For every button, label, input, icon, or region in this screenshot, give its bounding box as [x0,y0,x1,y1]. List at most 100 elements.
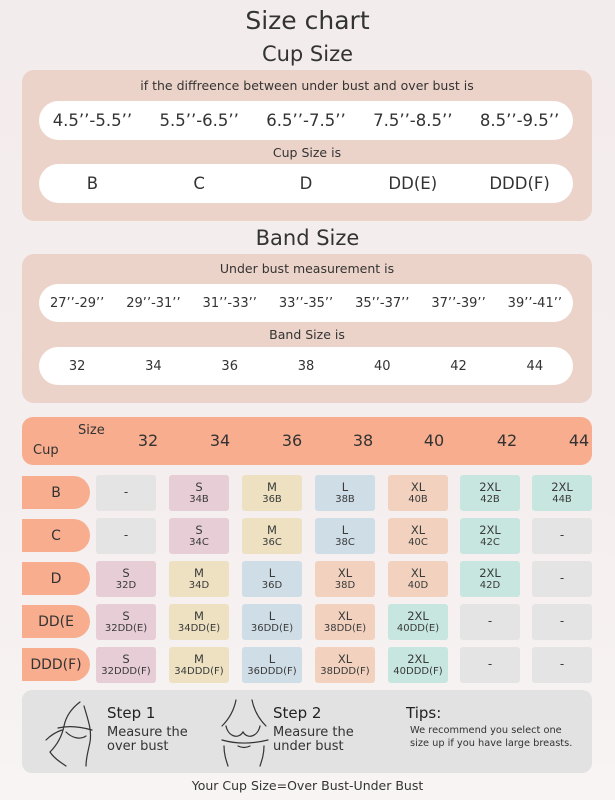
size-code: 34C [189,536,209,548]
size-code: 42D [479,579,501,591]
empty-size-cell: - [96,518,156,554]
size-letter: 2XL [551,479,573,494]
size-cell: S 32DDD(F) [96,647,156,683]
cup-value: DDD(F) [489,174,550,193]
size-letter: S [195,522,203,537]
row-label-4: DD(E [22,605,90,638]
size-code: 38B [335,493,355,505]
step2-line2: under bust [273,739,344,754]
size-letter: M [194,608,204,623]
column-header: 34 [209,431,231,450]
size-letter: XL [337,651,353,666]
size-letter: S [122,565,130,580]
size-code: 36DDD(F) [247,665,297,677]
size-cell: 2XL 44B [532,475,592,511]
size-cell: S 32D [96,561,156,597]
size-cell: S 32DD(E) [96,604,156,640]
size-cell: M 36C [242,518,302,554]
band-size-heading: Band Size [255,226,360,250]
size-letter: L [268,608,276,623]
size-code: 40C [408,536,428,548]
measurement-value: 27’’-29’’ [49,295,105,311]
band-size-caption: Band Size is [269,327,345,342]
header-size-label: Size [78,423,105,438]
size-letter: S [122,608,130,623]
size-letter: XL [410,565,426,580]
size-code: 36DD(E) [250,622,294,634]
size-cell: 2XL 42C [460,518,520,554]
difference-value: 4.5’’-5.5’’ [52,111,133,130]
cup-size-panel: if the diffreence between under bust and… [22,70,592,221]
cup-size-formula: Your Cup Size=Over Bust-Under Bust [191,778,424,793]
difference-values: 4.5’’-5.5’’ 5.5’’-6.5’’ 6.5’’-7.5’’ 7.5’… [39,101,573,140]
column-header: 36 [281,431,303,450]
over-bust-figure-icon [45,701,93,767]
size-code: 42C [480,536,500,548]
cup-size-values: B C D DD(E) DDD(F) [39,164,573,203]
size-cell: L 38B [315,475,375,511]
difference-value: 7.5’’-8.5’’ [373,111,453,130]
measurement-value: 35’’-37’’ [355,295,410,311]
size-cell: XL 40B [388,475,448,511]
size-cell: L 36D [242,561,302,597]
difference-value: 6.5’’-7.5’’ [266,111,346,130]
size-code: 40DDD(F) [393,665,443,677]
size-letter: XL [337,565,353,580]
band-value: 36 [221,358,238,374]
size-letter: 2XL [407,608,429,623]
measurement-value: 33’’-35’’ [278,295,334,311]
cup-size-heading: Cup Size [261,42,354,66]
size-cell: S 34B [169,475,229,511]
step1-line1: Measure the [107,725,188,740]
step1-line2: over bust [107,739,169,754]
measurement-value: 31’’-33’’ [202,295,257,311]
cup-value: DD(E) [388,174,438,193]
size-cell: XL 40C [388,518,448,554]
size-code: 34B [189,493,209,505]
size-letter: S [122,651,130,666]
empty-size-cell: - [532,561,592,597]
size-code: 32DD(E) [104,622,148,634]
size-cell: XL 38D [315,561,375,597]
size-letter: 2XL [479,565,501,580]
empty-size-cell: - [532,518,592,554]
size-cell: 2XL 42D [460,561,520,597]
difference-value: 5.5’’-6.5’’ [159,111,239,130]
size-table-header: Size Cup 32 34 36 38 40 42 44 [22,417,592,465]
empty-size-cell: - [460,604,520,640]
size-cell: M 34D [169,561,229,597]
size-code: 34D [188,579,210,591]
row-label-2: C [22,519,90,552]
measurement-values: 27’’-29’’ 29’’-31’’ 31’’-33’’ 33’’-35’’ … [39,284,573,322]
size-letter: 2XL [479,522,501,537]
size-letter: M [194,565,204,580]
column-header: 40 [423,431,445,450]
size-letter: M [267,479,277,494]
row-label-1: B [22,476,90,509]
empty-size-cell: - [460,647,520,683]
tips-line1: We recommend you select one [410,725,562,736]
size-code: 34DDD(F) [174,665,224,677]
size-code: 40D [407,579,429,591]
size-cell: XL 38DDD(F) [315,647,375,683]
size-letter: L [268,651,276,666]
measuring-guide: Step 1 Measure the over bust Step 2 Meas… [22,690,592,773]
size-code: 40B [408,493,428,505]
band-value: 44 [526,358,544,374]
empty-size-cell: - [96,475,156,511]
size-code: 38D [334,579,356,591]
tips-title: Tips: [406,704,442,722]
size-cell: 2XL 40DDD(F) [388,647,448,683]
band-value: 34 [145,358,162,374]
size-letter: L [268,565,276,580]
size-letter: XL [410,479,426,494]
size-code: 32DDD(F) [101,665,151,677]
difference-value: 8.5’’-9.5’’ [479,111,560,130]
size-code: 38DDD(F) [320,665,370,677]
size-code: 36D [261,579,283,591]
size-code: 40DD(E) [396,622,440,634]
column-header: 38 [352,431,374,450]
size-cell: M 36B [242,475,302,511]
measurement-value: 37’’-39’’ [431,295,486,311]
size-cell: S 34C [169,518,229,554]
